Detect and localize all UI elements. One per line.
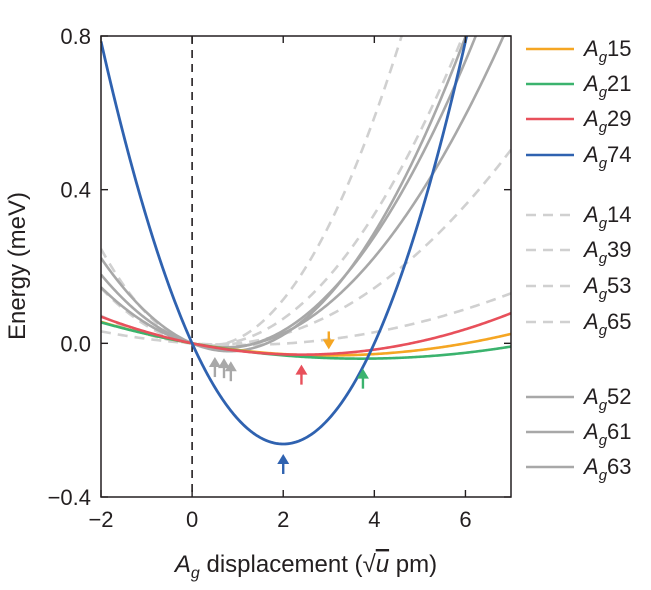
legend-item-Ag74: Ag74 [526, 142, 632, 172]
legend-item-Ag65: Ag65 [526, 309, 632, 339]
svg-text:Ag15: Ag15 [582, 36, 632, 66]
svg-text:Ag63: Ag63 [582, 454, 632, 484]
arrow-Ag74 [277, 453, 290, 474]
svg-text:Ag14: Ag14 [582, 202, 632, 232]
arrow-Ag61 [208, 357, 221, 378]
legend-item-Ag15: Ag15 [526, 36, 632, 66]
series-Ag74-line [101, 36, 469, 446]
y-tick-label: 0.8 [60, 24, 91, 49]
series-Ag52-line [101, 36, 478, 350]
legend-item-Ag21: Ag21 [526, 71, 632, 101]
x-tick-label: 2 [277, 507, 289, 532]
svg-text:Ag65: Ag65 [582, 309, 632, 339]
arrow-Ag15 [322, 331, 335, 350]
plot-frame [100, 35, 512, 498]
y-tick-label: 0.4 [60, 178, 91, 203]
series-Ag63-line [101, 36, 468, 353]
series-Ag65-line [101, 292, 511, 347]
svg-text:Ag29: Ag29 [582, 106, 632, 136]
y-tick-label: 0.0 [60, 331, 91, 356]
arrow-Ag52 [218, 358, 230, 379]
arrow-Ag29 [295, 364, 308, 385]
x-tick-label: 0 [186, 507, 198, 532]
y-tick-label: −0.4 [48, 485, 91, 510]
svg-text:Ag53: Ag53 [582, 273, 632, 303]
x-tick-label: −2 [88, 507, 113, 532]
svg-text:Ag61: Ag61 [582, 419, 632, 449]
series-Ag61-line [101, 36, 506, 349]
y-axis-title: Energy (meV) [4, 192, 31, 340]
legend-item-Ag29: Ag29 [526, 106, 632, 136]
svg-text:Ag21: Ag21 [582, 71, 632, 101]
arrow-Ag21 [356, 368, 369, 389]
legend-item-Ag14: Ag14 [526, 202, 632, 232]
legend-item-Ag39: Ag39 [526, 237, 632, 267]
legend-item-Ag53: Ag53 [526, 273, 632, 303]
x-tick-label: 4 [368, 507, 380, 532]
legend-item-Ag52: Ag52 [526, 384, 632, 414]
series-Ag14-line [101, 36, 465, 347]
svg-text:Ag39: Ag39 [582, 237, 632, 267]
x-tick-label: 6 [459, 507, 471, 532]
legend-item-Ag63: Ag63 [526, 454, 632, 484]
series-Ag53-line [101, 36, 403, 347]
svg-text:Ag74: Ag74 [582, 142, 632, 172]
arrow-Ag63 [224, 361, 237, 382]
series-Ag29-line [101, 312, 511, 356]
legend-item-Ag61: Ag61 [526, 419, 632, 449]
series-Ag21-line [101, 321, 511, 360]
x-axis-title: Ag displacement (√u pm) [173, 551, 437, 582]
svg-text:Ag52: Ag52 [582, 384, 632, 414]
